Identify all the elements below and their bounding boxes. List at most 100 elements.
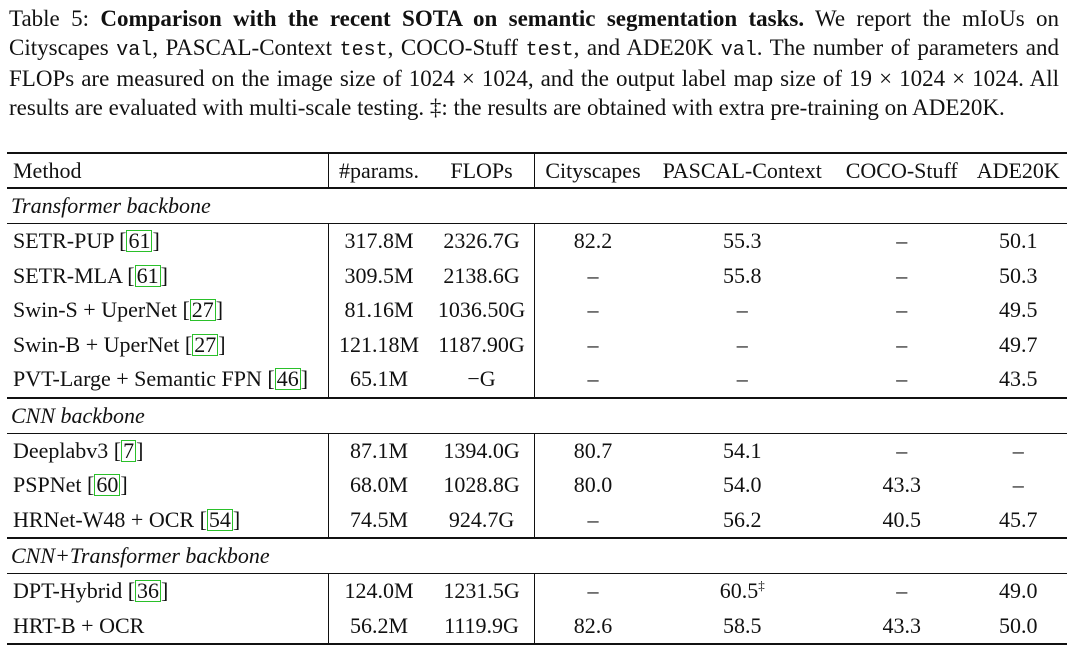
method-cell: Swin-S + UperNet [27] (13, 297, 224, 323)
pascal-context-cell: – (651, 293, 834, 328)
citation-ref: 27 (189, 297, 216, 323)
caption-split: test (525, 38, 574, 62)
cityscapes-cell: – (534, 293, 651, 328)
caption-text: We report the mIoUs on Cityscapes (9, 6, 1060, 60)
table-row: Deeplabv3 [7] 87.1M 1394.0G 80.7 54.1 – – (7, 433, 1067, 468)
section-title: CNN+Transformer backbone (7, 538, 1067, 574)
pascal-context-cell: 55.3 (651, 224, 834, 259)
caption-text: , PASCAL-Context (152, 34, 333, 60)
cityscapes-cell: – (534, 502, 651, 539)
method-name: Swin-S + UperNet (13, 297, 177, 323)
pascal-context-value: 55.8 (722, 262, 762, 288)
flops-cell: 2138.6G (443, 262, 520, 288)
caption-split: val (116, 38, 153, 62)
params-cell: 309.5M (328, 258, 429, 293)
method-cell: Deeplabv3 [7] (13, 437, 144, 463)
method-cell: PSPNet [60] (13, 472, 128, 498)
column-header-params: #params. (328, 152, 429, 189)
caption-label: Table 5: (9, 6, 89, 31)
pascal-context-value: – (736, 331, 748, 357)
method-cell: HRT-B + OCR (7, 608, 329, 645)
citation-ref: 61 (134, 262, 161, 288)
coco-stuff-cell: – (896, 578, 908, 604)
table-row: HRT-B + OCR 56.2M 1119.9G 82.6 58.5 43.3 50.0 (7, 608, 1067, 645)
flops-cell: 1394.0G (443, 437, 520, 463)
method-name: HRT-B + OCR (13, 612, 145, 638)
coco-stuff-cell: – (833, 362, 970, 399)
column-header-ade20k: ADE20K (969, 152, 1067, 189)
coco-stuff-cell: 40.5 (833, 502, 970, 539)
flops-cell: 1187.90G (438, 331, 525, 357)
pascal-context-cell: 56.2 (650, 502, 834, 539)
section-header-row: CNN backbone (7, 397, 1067, 434)
pascal-context-cell: – (650, 362, 834, 399)
table-row: SETR-PUP [61] 317.8M 2326.7G 82.2 55.3 – 50.1 (7, 223, 1067, 259)
method-name: HRNet-W48 + OCR (13, 506, 195, 532)
coco-stuff-cell: – (896, 297, 908, 323)
citation-ref: 36 (135, 578, 162, 604)
method-name: PVT-Large + Semantic FPN (13, 366, 262, 392)
caption-split: val (720, 38, 757, 62)
section-header-row: Transformer backbone (7, 188, 1067, 224)
table-row: Swin-B + UperNet [27] 121.18M 1187.90G – – –4… (7, 327, 1067, 363)
caption-split: test (339, 38, 388, 62)
method-cell: HRNet-W48 + OCR [54] (7, 502, 329, 539)
pascal-context-cell: – (651, 328, 834, 363)
table-row: DPT-Hybrid [36] 124.0M 1231.5G –60.5‡ –49.0 (7, 573, 1067, 609)
params-cell: 56.2M (328, 608, 429, 645)
pascal-context-cell: 54.0 (651, 468, 834, 503)
pascal-context-value: – (736, 366, 748, 392)
coco-stuff-cell: – (896, 331, 908, 357)
params-cell: 81.16M (328, 293, 429, 328)
flops-cell: 1028.8G (443, 472, 520, 498)
pascal-context-cell: 58.5 (650, 608, 834, 645)
flops-cell: 1036.50G (437, 297, 526, 323)
method-name: SETR-MLA (13, 262, 122, 288)
params-cell: 68.0M (328, 468, 429, 503)
cityscapes-cell: 80.0 (534, 468, 651, 503)
cityscapes-cell: – (534, 573, 651, 609)
ade20k-cell: 43.5 (969, 362, 1067, 399)
pascal-context-value: – (736, 297, 748, 323)
column-header-flops: FLOPs (428, 152, 535, 189)
params-cell: 74.5M (328, 502, 429, 539)
coco-stuff-cell: – (896, 437, 908, 463)
method-name: DPT-Hybrid (13, 578, 123, 604)
coco-stuff-cell: 43.3 (882, 472, 921, 498)
citation-ref: 54 (206, 506, 233, 532)
params-cell: 121.18M (328, 327, 429, 362)
method-cell: SETR-PUP [61] (13, 228, 160, 254)
cityscapes-cell: – (534, 362, 651, 399)
citation-ref: 60 (94, 472, 121, 498)
section-header-row: CNN+Transformer backbone (7, 538, 1067, 574)
cityscapes-cell: – (534, 327, 651, 362)
results-table: Method #params. FLOPs Cityscapes PASCAL-… (7, 152, 1067, 645)
method-name: Deeplabv3 (13, 437, 109, 463)
column-header-pascal-context: PASCAL-Context (650, 152, 834, 189)
method-cell: SETR-MLA [61] (13, 262, 168, 288)
caption-text: . The number of parameters and FLOPs are… (9, 34, 1060, 120)
pascal-context-value: 56.2 (722, 506, 762, 532)
ade20k-cell: 49.7 (999, 331, 1038, 357)
ade20k-cell: 50.3 (999, 262, 1038, 288)
citation-ref: 46 (274, 366, 301, 392)
caption-text: , and ADE20K (573, 34, 714, 60)
method-name: Swin-B + UperNet (13, 331, 180, 357)
ade20k-cell: 49.5 (999, 297, 1038, 323)
method-cell: DPT-Hybrid [36] (13, 578, 169, 604)
pascal-context-value: 55.3 (722, 228, 762, 254)
flops-cell: −G (428, 362, 535, 399)
flops-cell: 1119.9G (428, 608, 535, 645)
coco-stuff-cell: – (896, 228, 908, 254)
pascal-context-cell: 55.8 (651, 259, 834, 294)
cityscapes-cell: 82.6 (534, 608, 651, 645)
pascal-context-value: 54.0 (722, 472, 762, 498)
coco-stuff-cell: 43.3 (833, 608, 970, 645)
citation-ref: 27 (192, 331, 219, 357)
column-header-coco-stuff: COCO-Stuff (833, 152, 970, 189)
cityscapes-cell: 82.2 (534, 223, 651, 259)
pascal-context-cell: 54.1 (651, 433, 834, 468)
params-cell: 124.0M (328, 573, 429, 609)
section-title: CNN backbone (7, 397, 1067, 434)
table-caption: Table 5: Comparison with the recent SOTA… (9, 5, 1059, 122)
